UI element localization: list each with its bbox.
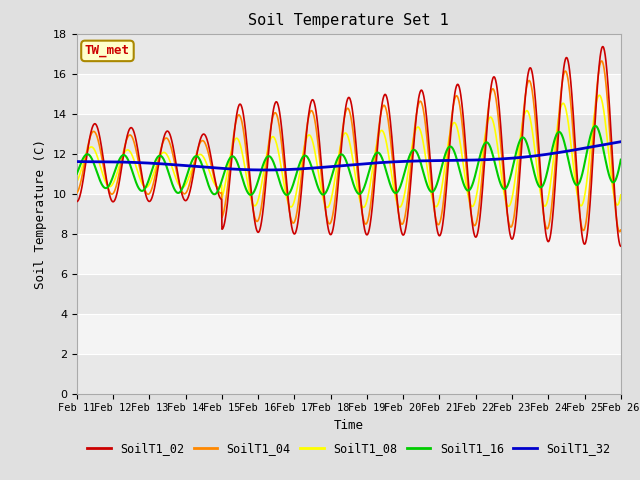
SoilT1_08 xyxy=(323,204,331,210)
SoilT1_32 xyxy=(137,160,145,166)
Bar xyxy=(77,313,621,354)
Text: TW_met: TW_met xyxy=(85,44,130,58)
Title: Soil Temperature Set 1: Soil Temperature Set 1 xyxy=(248,13,449,28)
Bar xyxy=(77,193,621,234)
SoilT1_02 xyxy=(73,199,81,204)
SoilT1_02 xyxy=(599,44,607,49)
Line: SoilT1_16: SoilT1_16 xyxy=(77,126,621,195)
SoilT1_02 xyxy=(315,133,323,139)
Line: SoilT1_02: SoilT1_02 xyxy=(77,47,621,246)
Bar xyxy=(77,154,621,193)
SoilT1_04 xyxy=(598,58,605,64)
SoilT1_16 xyxy=(591,123,599,129)
SoilT1_32 xyxy=(383,159,390,165)
SoilT1_32 xyxy=(262,167,269,173)
SoilT1_16 xyxy=(115,157,123,163)
SoilT1_04 xyxy=(315,149,323,155)
SoilT1_08 xyxy=(73,179,81,185)
SoilT1_16 xyxy=(137,188,145,193)
SoilT1_08 xyxy=(137,179,145,184)
SoilT1_04 xyxy=(616,229,623,235)
Bar xyxy=(77,34,621,73)
SoilT1_02 xyxy=(383,93,390,99)
Bar xyxy=(77,114,621,154)
SoilT1_04 xyxy=(304,120,312,125)
Bar xyxy=(77,73,621,114)
SoilT1_16 xyxy=(316,187,323,193)
SoilT1_04 xyxy=(617,227,625,233)
SoilT1_32 xyxy=(73,159,81,165)
X-axis label: Time: Time xyxy=(334,419,364,432)
SoilT1_16 xyxy=(617,157,625,163)
Bar xyxy=(77,354,621,394)
SoilT1_08 xyxy=(315,173,323,179)
Y-axis label: Soil Temperature (C): Soil Temperature (C) xyxy=(35,139,47,288)
SoilT1_08 xyxy=(325,203,333,208)
SoilT1_02 xyxy=(137,167,145,173)
SoilT1_32 xyxy=(325,164,333,169)
Bar xyxy=(77,234,621,274)
SoilT1_16 xyxy=(283,192,291,198)
SoilT1_08 xyxy=(383,141,390,147)
SoilT1_16 xyxy=(325,182,333,188)
SoilT1_02 xyxy=(325,228,333,233)
SoilT1_02 xyxy=(115,181,123,187)
SoilT1_16 xyxy=(383,170,390,176)
SoilT1_32 xyxy=(304,166,312,171)
SoilT1_08 xyxy=(115,165,123,170)
SoilT1_04 xyxy=(115,172,123,178)
SoilT1_04 xyxy=(383,108,390,113)
SoilT1_08 xyxy=(617,192,625,198)
Legend: SoilT1_02, SoilT1_04, SoilT1_08, SoilT1_16, SoilT1_32: SoilT1_02, SoilT1_04, SoilT1_08, SoilT1_… xyxy=(82,437,616,460)
Line: SoilT1_08: SoilT1_08 xyxy=(77,95,621,207)
SoilT1_08 xyxy=(596,92,604,98)
SoilT1_02 xyxy=(617,243,625,249)
Line: SoilT1_04: SoilT1_04 xyxy=(77,61,621,232)
SoilT1_32 xyxy=(316,165,323,170)
Bar xyxy=(77,274,621,313)
SoilT1_16 xyxy=(73,171,81,177)
SoilT1_16 xyxy=(304,155,312,161)
Line: SoilT1_32: SoilT1_32 xyxy=(77,142,621,170)
SoilT1_32 xyxy=(115,159,123,165)
SoilT1_04 xyxy=(137,172,145,178)
SoilT1_04 xyxy=(73,190,81,196)
SoilT1_08 xyxy=(304,133,312,139)
SoilT1_32 xyxy=(617,139,625,144)
SoilT1_02 xyxy=(304,120,312,126)
SoilT1_04 xyxy=(325,220,333,226)
